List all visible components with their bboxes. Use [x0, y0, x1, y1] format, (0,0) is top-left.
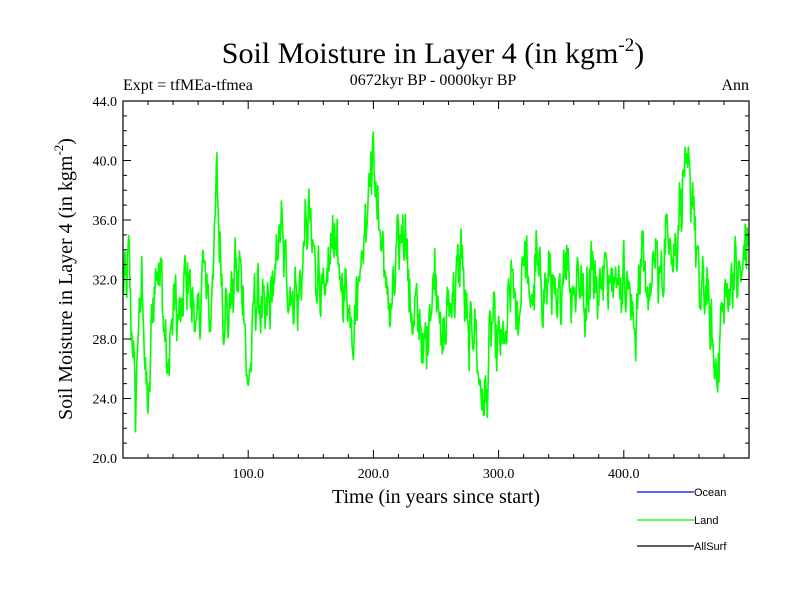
plot-area: 20.0 24.0 28.0 32.0 36.0 40.0 44.0 100.0 200.0 30…: [93, 95, 750, 482]
x-tick-label: 300.0: [483, 467, 515, 482]
y-tick-label: 44.0: [93, 95, 118, 110]
legend-label-allsurf: AllSurf: [694, 541, 727, 553]
y-tick-label: 40.0: [93, 155, 118, 170]
chart-subtitle: 0672kyr BP - 0000kyr BP: [350, 72, 517, 89]
x-axis-label: Time (in years since start): [332, 486, 540, 508]
season-label: Ann: [721, 77, 749, 94]
plot-frame: [122, 100, 750, 459]
series-layer: [123, 131, 749, 433]
y-tick-label: 32.0: [93, 274, 118, 289]
y-tick-label: 36.0: [93, 214, 118, 229]
x-tick-label: 100.0: [232, 467, 264, 482]
y-tick-label: 28.0: [93, 333, 118, 348]
y-tick-label: 20.0: [93, 452, 118, 467]
y-axis-label: Soil Moisture in Layer 4 (in kgm-2): [51, 138, 77, 420]
y-tick-label: 24.0: [93, 393, 118, 408]
series-line-land: [123, 131, 749, 433]
x-tick-label: 200.0: [358, 467, 390, 482]
legend-label-ocean: Ocean: [694, 487, 726, 499]
x-tick-label: 400.0: [608, 467, 640, 482]
legend-label-land: Land: [694, 515, 718, 527]
chart-title: Soil Moisture in Layer 4 (in kgm-2): [222, 35, 644, 70]
experiment-label: Expt = tfMEa-tfmea: [123, 77, 253, 94]
legend: Ocean Land AllSurf: [637, 487, 727, 553]
